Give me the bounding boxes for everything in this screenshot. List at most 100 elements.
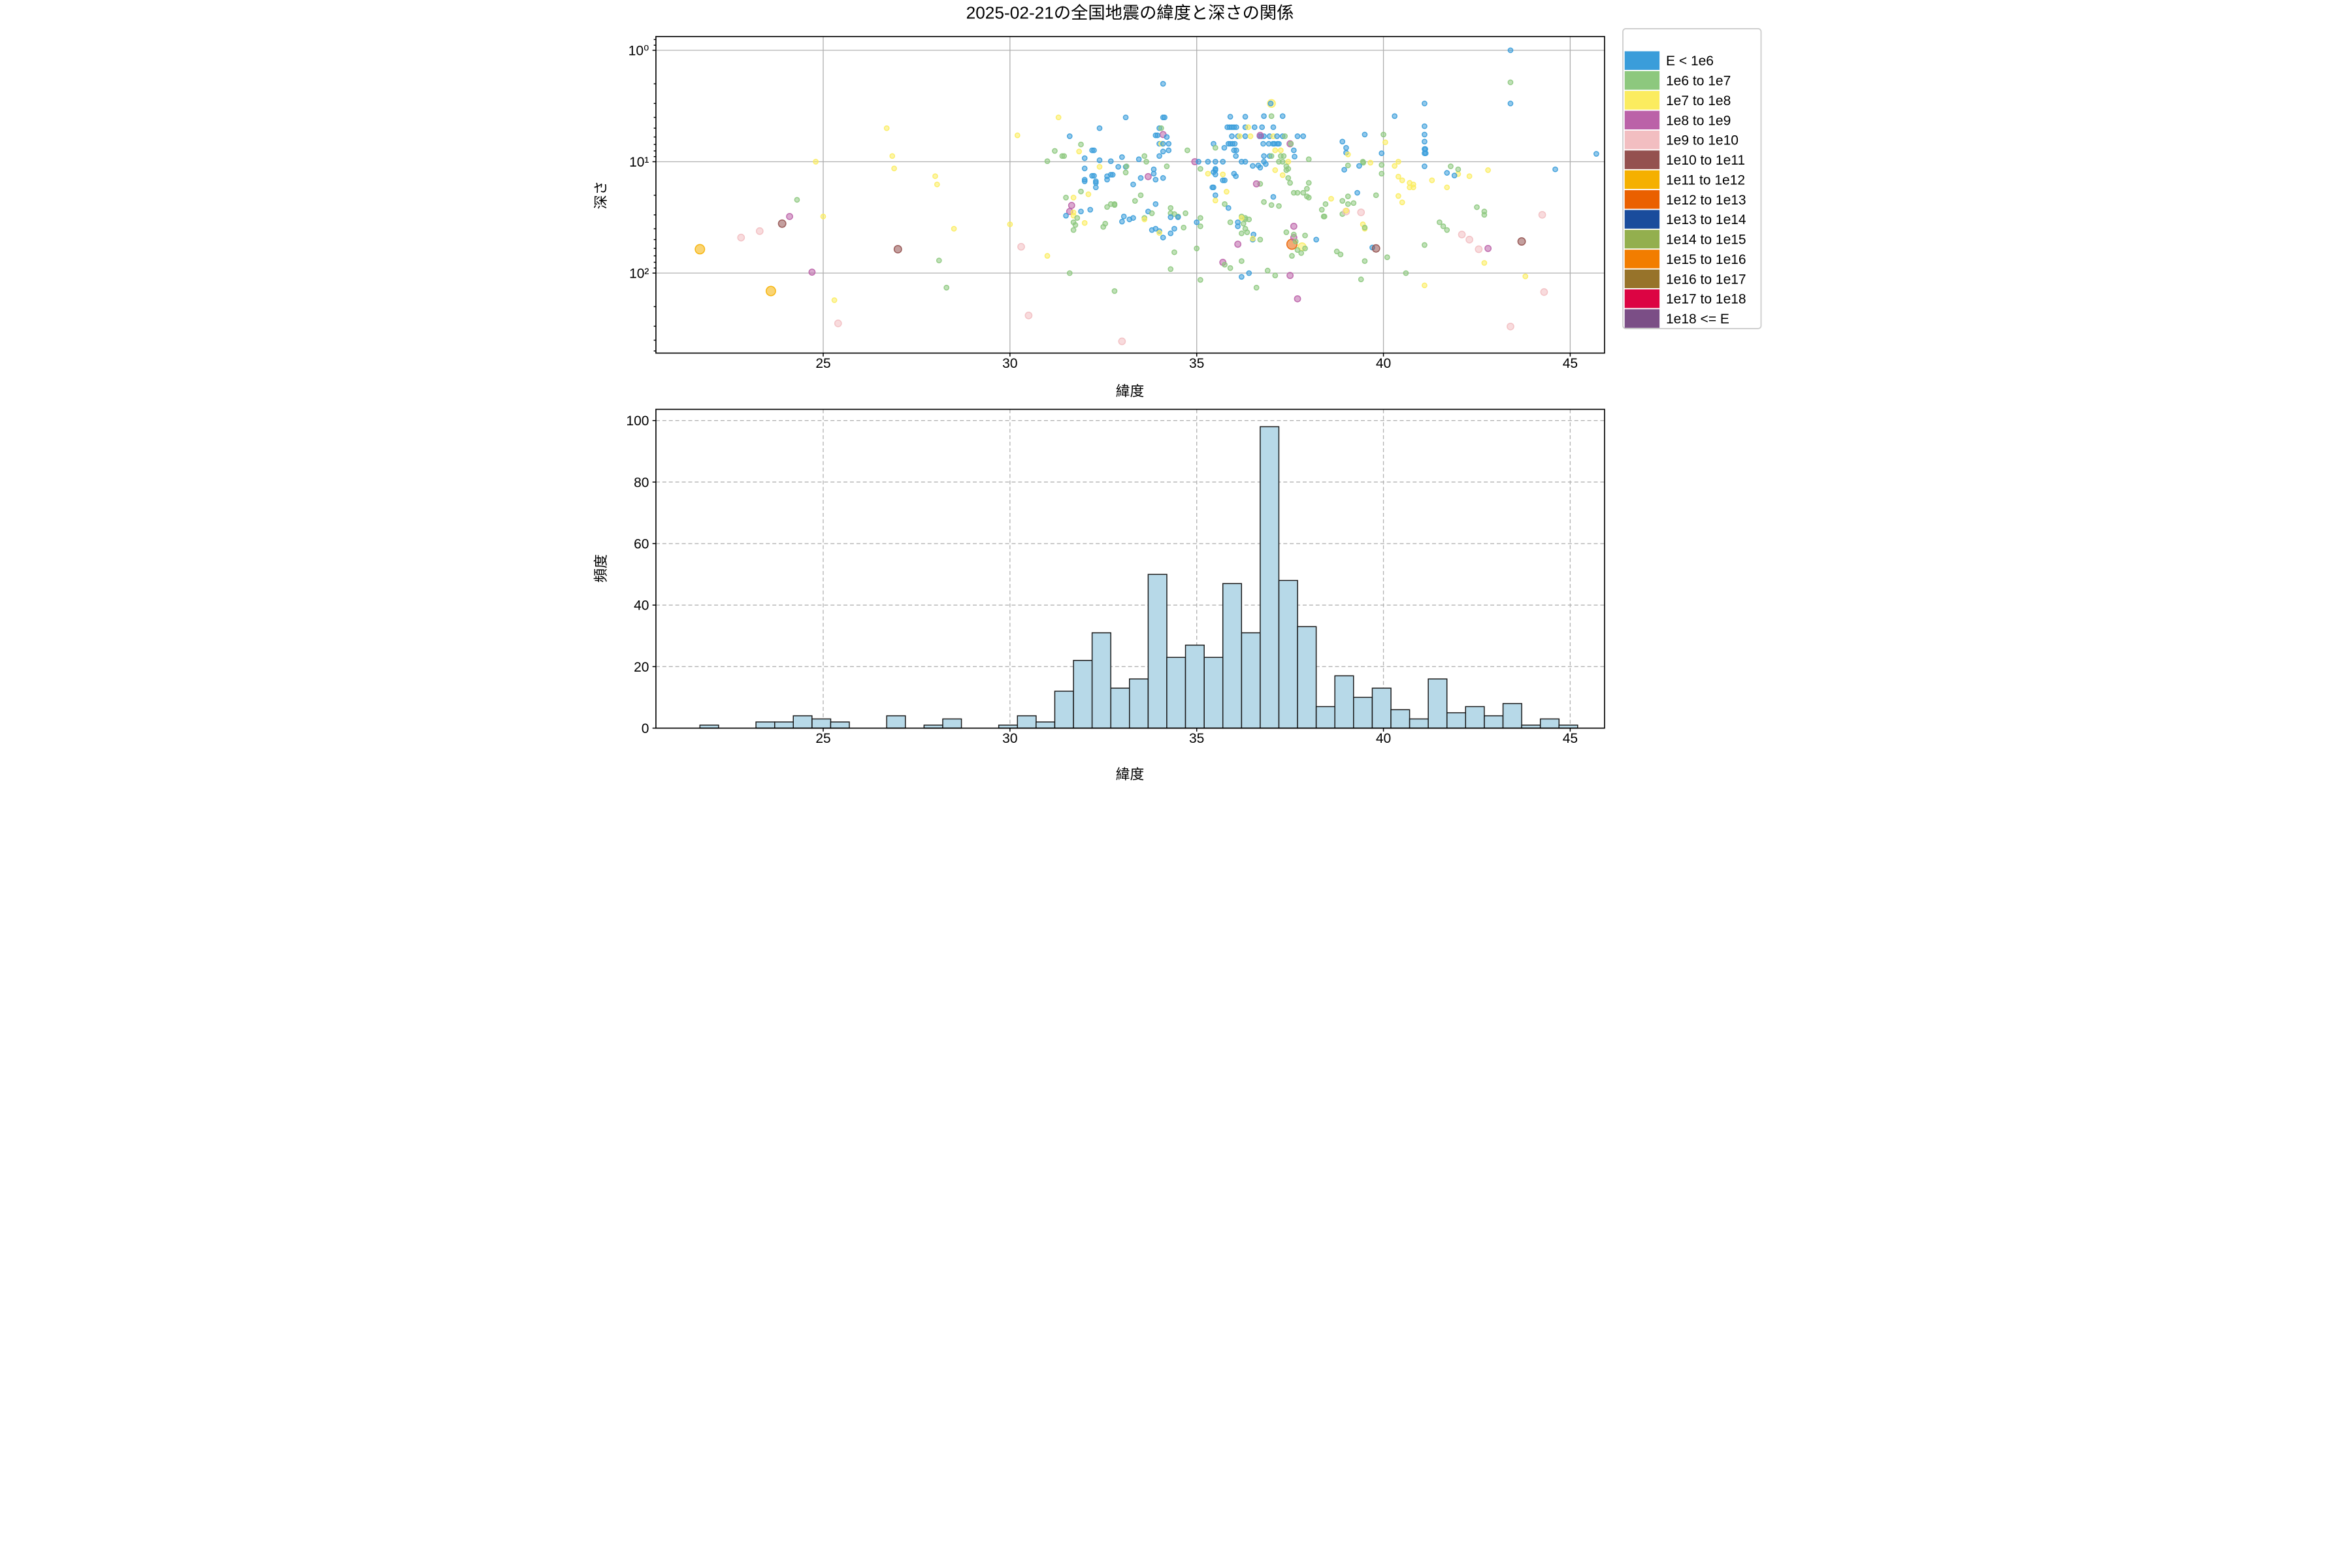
scatter-point (1270, 124, 1277, 131)
scatter-point (1166, 140, 1172, 147)
hist-bar (1241, 632, 1261, 729)
scatter-point (1379, 150, 1385, 156)
scatter-point (951, 225, 957, 232)
scatter-point (1517, 237, 1526, 246)
scatter-point (1184, 147, 1190, 154)
scatter-point (1205, 159, 1211, 165)
scatter-point (1239, 274, 1245, 280)
scatter-xtick-label: 35 (1189, 356, 1204, 371)
scatter-point (1171, 225, 1177, 232)
scatter-point (1458, 231, 1466, 238)
scatter-point (893, 245, 902, 253)
scatter-point (1283, 229, 1290, 235)
scatter-point (1239, 215, 1245, 221)
scatter-point (1183, 210, 1188, 216)
scatter-point (1268, 113, 1275, 120)
scatter-point (883, 125, 890, 131)
scatter-point (1061, 153, 1068, 159)
legend-swatch (1624, 229, 1660, 249)
scatter-point (1437, 219, 1443, 225)
scatter-point (1339, 198, 1346, 204)
scatter-point (1092, 178, 1099, 184)
scatter-point (1373, 192, 1379, 199)
scatter-point (794, 197, 800, 203)
scatter-point (1367, 159, 1373, 166)
scatter-point (808, 269, 816, 276)
hist-bar (1036, 721, 1056, 729)
scatter-point (1007, 221, 1013, 227)
scatter-point (1137, 192, 1144, 199)
hist-bar (1539, 718, 1560, 729)
scatter-point (1540, 288, 1548, 296)
scatter-point (1068, 202, 1075, 209)
scatter-point (1362, 258, 1368, 264)
scatter-point (1164, 134, 1170, 140)
scatter-point (755, 227, 764, 235)
scatter-point (1382, 139, 1388, 146)
scatter-point (1379, 162, 1385, 168)
scatter-point (1118, 337, 1126, 346)
scatter-point (1305, 156, 1312, 163)
scatter-point (1063, 195, 1069, 201)
legend-label: 1e11 to 1e12 (1666, 172, 1745, 188)
scatter-point (1194, 245, 1200, 252)
scatter-point (1399, 199, 1405, 206)
scatter-point (936, 257, 942, 264)
scatter-point (1162, 114, 1168, 121)
scatter-ytick-label: 10⁰ (629, 43, 649, 58)
scatter-point (1111, 288, 1118, 294)
scatter-point (1115, 163, 1121, 170)
scatter-point (1272, 167, 1279, 173)
scatter-point (1345, 162, 1351, 169)
scatter-point (1384, 254, 1390, 261)
scatter-point (1318, 206, 1325, 213)
scatter-point (1220, 159, 1226, 165)
scatter-point (1268, 153, 1275, 159)
scatter-point (1287, 180, 1293, 186)
scatter-point (1234, 240, 1242, 248)
legend-swatch (1624, 269, 1660, 289)
scatter-point (1221, 144, 1228, 151)
hist-bar (1110, 687, 1130, 729)
scatter-point (1251, 124, 1258, 131)
hist-bar (1409, 718, 1429, 729)
scatter-point (934, 181, 940, 188)
scatter-point (1279, 159, 1286, 165)
scatter-point (1276, 203, 1282, 209)
scatter-point (1081, 155, 1088, 161)
hist-xtick-label: 40 (1376, 731, 1391, 746)
hist-ytick-label: 20 (634, 660, 649, 675)
scatter-point (1507, 322, 1514, 331)
scatter-point (1017, 242, 1025, 251)
scatter-point (1198, 166, 1203, 172)
scatter-point (1313, 237, 1319, 243)
legend-label: 1e13 to 1e14 (1666, 212, 1746, 227)
scatter-point (1250, 163, 1256, 169)
scatter-point (1410, 181, 1416, 188)
scatter-point (1252, 180, 1260, 188)
scatter-point (1227, 114, 1233, 120)
scatter-point (1290, 231, 1297, 238)
scatter-point (1160, 80, 1166, 87)
scatter-point (1289, 253, 1295, 259)
hist-ytick-label: 80 (634, 475, 649, 490)
hist-bar (886, 715, 906, 729)
scatter-point (1253, 284, 1260, 291)
scatter-point (1260, 140, 1266, 147)
scatter-point (1263, 161, 1269, 167)
scatter-point (820, 214, 826, 220)
scatter-xtick-label: 45 (1563, 356, 1578, 371)
scatter-point (1256, 131, 1264, 139)
hist-bar (1073, 660, 1093, 729)
scatter-point (1181, 224, 1187, 231)
scatter-point (1158, 125, 1164, 131)
scatter-point (1107, 158, 1114, 165)
scatter-point (1358, 276, 1364, 283)
scatter-point (889, 153, 896, 159)
scatter-point (1429, 177, 1435, 184)
scatter-point (1151, 171, 1157, 177)
scatter-point (1096, 125, 1103, 131)
scatter-point (1078, 188, 1084, 195)
scatter-point (1233, 153, 1239, 159)
scatter-point (1076, 148, 1083, 155)
